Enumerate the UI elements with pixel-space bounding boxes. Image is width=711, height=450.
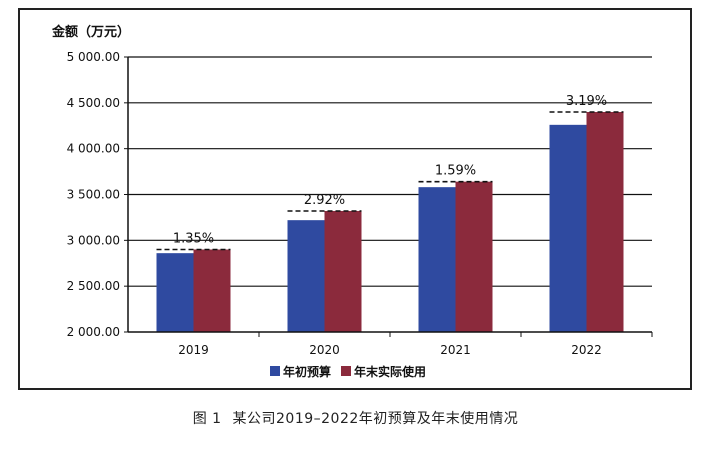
x-tick-label: 2022 [571, 343, 602, 357]
legend-swatch [341, 366, 351, 376]
x-tick-label: 2019 [178, 343, 209, 357]
y-tick-label: 2 500.00 [67, 279, 120, 293]
legend-swatch [270, 366, 280, 376]
caption-number: 图 1 [192, 411, 222, 427]
bar-budget-2022 [549, 124, 587, 332]
bar-budget-2019 [156, 253, 194, 332]
y-tick-labels: 5 000.00 4 500.00 4 000.00 3 500.00 3 000.00… [67, 50, 120, 339]
y-tick-label: 3 000.00 [67, 233, 120, 247]
bar-actual-2022 [586, 112, 624, 332]
bar-actual-2020 [324, 211, 362, 332]
y-axis-label: 金额（万元） [51, 24, 130, 40]
y-tick-label: 2 000.00 [67, 325, 120, 339]
x-tick-labels: 2019 2020 2021 2022 [178, 343, 602, 357]
legend-label: 年末实际使用 [354, 364, 426, 379]
percentage-label: 1.59% [435, 164, 476, 179]
bars [156, 112, 624, 332]
y-tick-label: 4 000.00 [67, 142, 120, 156]
bar-budget-2020 [287, 220, 325, 332]
axes [124, 56, 653, 337]
figure-caption: 图 1 某公司2019–2022年初预算及年末使用情况 [0, 408, 711, 428]
percentage-label: 3.19% [566, 94, 607, 109]
y-tick-label: 3 500.00 [67, 188, 120, 202]
legend: 年初预算 年末实际使用 [270, 364, 426, 379]
x-tick-label: 2021 [440, 343, 471, 357]
percentage-label: 1.35% [173, 232, 214, 247]
bar-budget-2021 [418, 187, 456, 332]
x-tick-label: 2020 [309, 343, 340, 357]
percentage-label: 2.92% [304, 193, 345, 208]
bar-actual-2019 [193, 249, 231, 332]
legend-label: 年初预算 [283, 364, 331, 379]
caption-text: 某公司2019–2022年初预算及年末使用情况 [232, 411, 519, 427]
y-tick-label: 4 500.00 [67, 96, 120, 110]
y-tick-label: 5 000.00 [67, 50, 120, 64]
percentage-annotations: 1.35% 2.92% 1.59% 3.19% [156, 94, 624, 251]
bar-actual-2021 [455, 181, 493, 332]
